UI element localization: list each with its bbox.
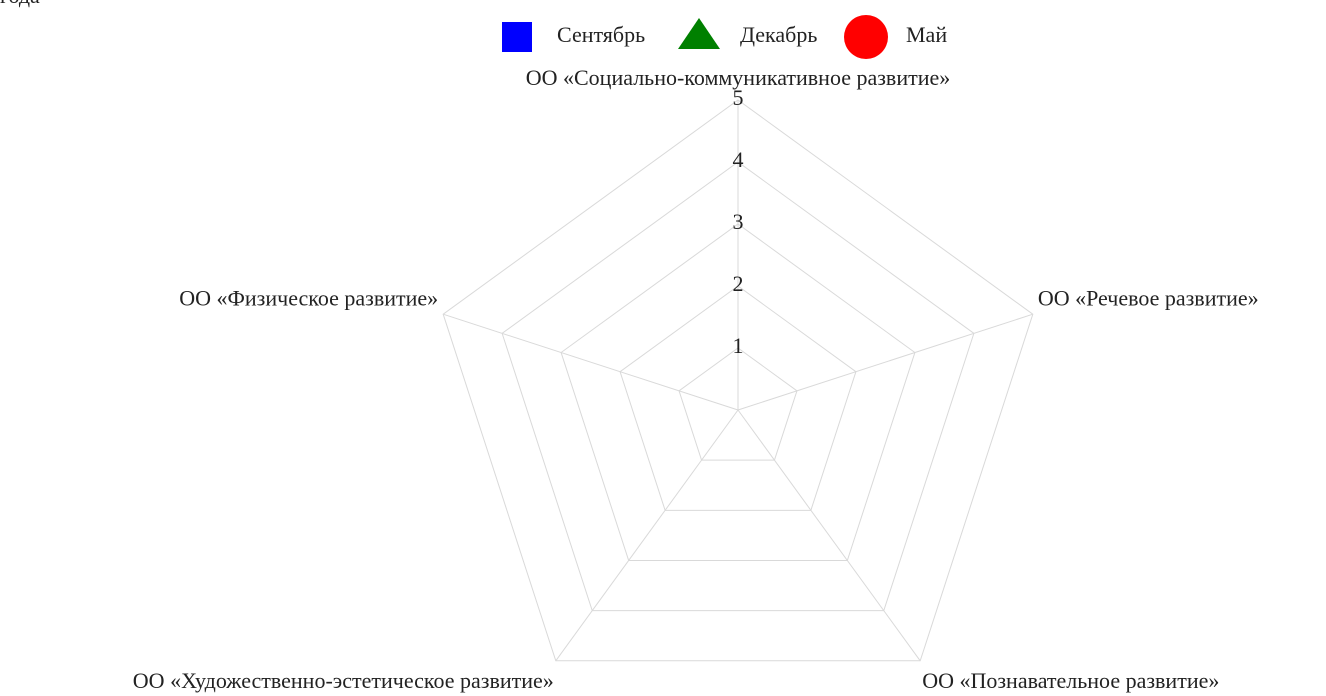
spoke	[737, 313, 1033, 411]
axis-label: ОО «Художественно-эстетическое развитие»	[133, 668, 554, 693]
axis-label: ОО «Познавательное развитие»	[922, 668, 1219, 693]
chart-title: года	[0, 0, 40, 8]
spoke	[443, 313, 739, 411]
grid-ring	[442, 99, 1034, 662]
legend-label: Май	[906, 22, 947, 47]
legend-label: Декабрь	[740, 22, 817, 47]
r-tick-label: 1	[733, 333, 744, 358]
legend-marker	[502, 22, 532, 52]
grid-ring	[501, 161, 975, 612]
axis-label: ОО «Речевое развитие»	[1038, 285, 1259, 310]
legend-label: Сентябрь	[557, 22, 645, 47]
spoke	[555, 409, 739, 662]
legend-marker	[844, 15, 888, 59]
grid-ring	[619, 285, 857, 511]
grid-ring	[560, 223, 916, 561]
axis-label: ОО «Физическое развитие»	[179, 285, 438, 310]
r-tick-label: 2	[733, 271, 744, 296]
grid-ring	[678, 347, 798, 461]
spoke	[737, 409, 921, 662]
r-tick-label: 5	[733, 85, 744, 110]
r-tick-label: 4	[733, 147, 744, 172]
legend-marker	[678, 18, 720, 49]
r-tick-label: 3	[733, 209, 744, 234]
axis-label: ОО «Социально-коммуникативное развитие»	[526, 65, 951, 90]
